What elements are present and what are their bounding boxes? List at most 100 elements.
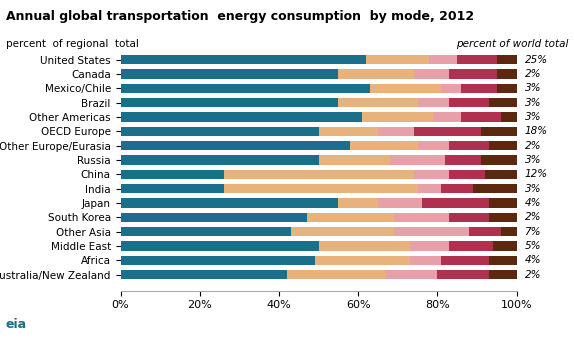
Bar <box>473 184 517 193</box>
Bar <box>394 213 449 222</box>
Bar <box>449 170 485 179</box>
Text: 3%: 3% <box>525 98 541 108</box>
Bar <box>121 241 319 251</box>
Bar <box>433 113 461 122</box>
Bar <box>339 70 414 79</box>
Bar <box>121 113 362 122</box>
Bar <box>370 84 441 93</box>
Bar <box>489 98 517 107</box>
Bar <box>441 184 473 193</box>
Text: eia: eia <box>6 318 27 331</box>
Bar <box>339 98 418 107</box>
Bar <box>418 184 441 193</box>
Bar <box>485 170 517 179</box>
Bar <box>489 256 517 265</box>
Bar <box>489 213 517 222</box>
Bar <box>394 227 469 237</box>
Bar <box>121 213 307 222</box>
Bar <box>481 155 517 165</box>
Bar <box>121 184 223 193</box>
Bar <box>121 270 287 280</box>
Bar <box>287 270 386 280</box>
Bar <box>414 127 481 136</box>
Text: 7%: 7% <box>525 227 541 237</box>
Bar <box>421 198 489 208</box>
Text: 4%: 4% <box>525 198 541 208</box>
Text: 2%: 2% <box>525 213 541 222</box>
Bar <box>481 127 517 136</box>
Bar <box>449 70 497 79</box>
Bar <box>121 127 319 136</box>
Bar <box>414 70 449 79</box>
Bar <box>378 198 421 208</box>
Bar <box>461 113 501 122</box>
Text: Annual global transportation  energy consumption  by mode, 2012: Annual global transportation energy cons… <box>6 10 474 23</box>
Text: 4%: 4% <box>525 256 541 265</box>
Bar <box>418 98 449 107</box>
Text: 3%: 3% <box>525 155 541 165</box>
Bar <box>390 155 445 165</box>
Bar <box>489 141 517 150</box>
Bar <box>469 227 501 237</box>
Text: percent of world total: percent of world total <box>456 39 568 49</box>
Bar <box>339 198 378 208</box>
Bar <box>501 227 517 237</box>
Bar <box>223 170 414 179</box>
Bar <box>457 55 497 65</box>
Text: 3%: 3% <box>525 83 541 94</box>
Text: 18%: 18% <box>525 126 548 137</box>
Bar <box>319 127 378 136</box>
Text: 3%: 3% <box>525 112 541 122</box>
Bar <box>366 55 429 65</box>
Bar <box>378 127 414 136</box>
Bar <box>497 70 517 79</box>
Bar <box>307 213 394 222</box>
Bar <box>121 98 339 107</box>
Text: percent  of regional  total: percent of regional total <box>6 39 138 49</box>
Bar <box>315 256 410 265</box>
Text: 5%: 5% <box>525 241 541 251</box>
Bar <box>449 241 493 251</box>
Bar <box>121 55 366 65</box>
Bar <box>489 198 517 208</box>
Bar <box>121 70 339 79</box>
Bar <box>489 270 517 280</box>
Bar <box>501 113 517 122</box>
Bar <box>441 84 461 93</box>
Bar <box>121 155 319 165</box>
Bar <box>223 184 418 193</box>
Bar <box>291 227 394 237</box>
Bar <box>121 256 315 265</box>
Text: 2%: 2% <box>525 141 541 151</box>
Bar <box>497 84 517 93</box>
Text: 2%: 2% <box>525 69 541 79</box>
Bar <box>121 170 223 179</box>
Bar <box>493 241 517 251</box>
Bar <box>121 198 339 208</box>
Bar <box>362 113 433 122</box>
Bar <box>449 141 489 150</box>
Bar <box>449 213 489 222</box>
Bar <box>121 227 291 237</box>
Bar <box>121 84 370 93</box>
Text: 3%: 3% <box>525 184 541 194</box>
Text: 12%: 12% <box>525 169 548 179</box>
Bar <box>418 141 449 150</box>
Bar <box>121 141 350 150</box>
Bar <box>437 270 489 280</box>
Bar <box>497 55 517 65</box>
Legend: on-road passenger, on-road freight, marine, air, rail: on-road passenger, on-road freight, mari… <box>131 337 506 338</box>
Bar <box>445 155 481 165</box>
Bar <box>410 256 441 265</box>
Bar <box>441 256 489 265</box>
Bar <box>410 241 449 251</box>
Text: 2%: 2% <box>525 270 541 280</box>
Text: 25%: 25% <box>525 55 548 65</box>
Bar <box>429 55 457 65</box>
Bar <box>386 270 437 280</box>
Bar <box>319 155 390 165</box>
Bar <box>461 84 497 93</box>
Bar <box>319 241 410 251</box>
Bar <box>414 170 449 179</box>
Bar <box>350 141 418 150</box>
